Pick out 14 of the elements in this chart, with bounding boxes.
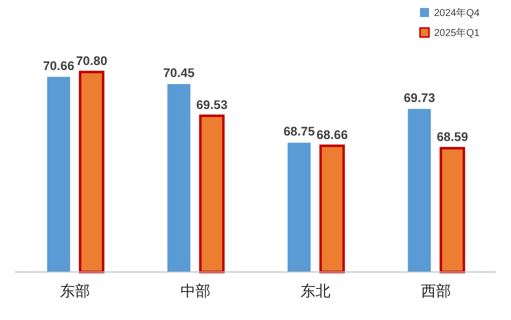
x-tick-label: 东部 (60, 283, 90, 300)
data-label: 68.75 (283, 124, 315, 139)
x-tick-label: 东北 (300, 283, 331, 300)
legend-label: 2024年Q4 (434, 7, 480, 19)
data-label: 68.66 (316, 128, 348, 142)
data-label: 69.73 (404, 90, 436, 105)
x-tick-label: 西部 (420, 283, 451, 300)
data-label: 70.80 (76, 54, 108, 68)
data-label: 70.45 (163, 66, 195, 80)
data-label: 69.53 (196, 98, 228, 112)
x-tick-label: 中部 (180, 283, 210, 300)
legend-label: 2025年Q1 (434, 27, 480, 39)
data-label: 68.59 (436, 130, 468, 144)
data-label: 70.66 (42, 58, 74, 73)
